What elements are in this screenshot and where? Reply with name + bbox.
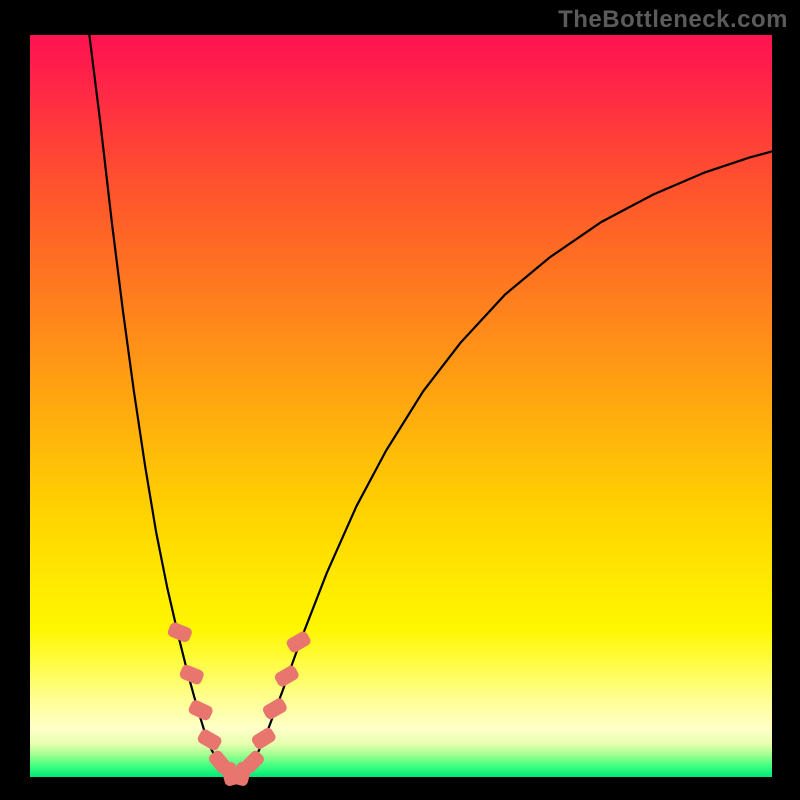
chart-stage: TheBottleneck.com <box>0 0 800 800</box>
bottleneck-chart <box>0 0 800 800</box>
plot-background <box>30 35 772 777</box>
watermark-text: TheBottleneck.com <box>558 6 788 34</box>
